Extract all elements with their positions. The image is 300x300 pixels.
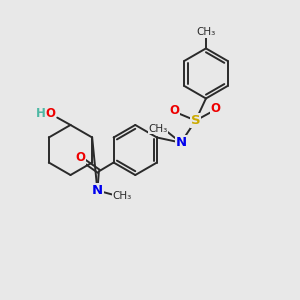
Text: N: N [92,184,103,197]
Text: O: O [169,104,179,117]
Text: H: H [35,107,45,120]
Text: CH₃: CH₃ [113,191,132,201]
Text: S: S [191,114,200,127]
Text: N: N [176,136,187,149]
Text: CH₃: CH₃ [196,27,216,37]
Text: O: O [210,102,220,115]
Text: O: O [76,151,85,164]
Text: CH₃: CH₃ [148,124,168,134]
Text: O: O [45,107,55,120]
